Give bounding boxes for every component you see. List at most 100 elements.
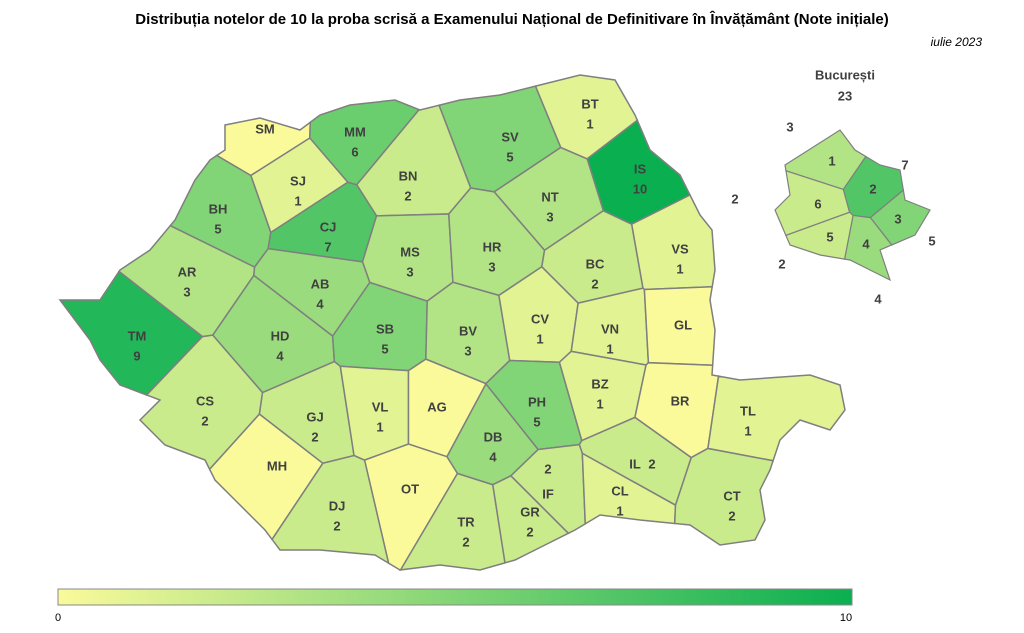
subtitle: iulie 2023	[931, 35, 983, 49]
sector-value: 3	[786, 119, 793, 134]
county	[58, 270, 204, 396]
county-value: 1	[536, 331, 543, 346]
sector-value: 4	[874, 291, 882, 306]
county-code: IL	[629, 456, 641, 471]
sector-number: 3	[894, 211, 901, 226]
county-code: TM	[128, 328, 147, 343]
county-code: CJ	[320, 219, 337, 234]
title: Distribuția notelor de 10 la proba scris…	[135, 10, 889, 28]
county	[509, 443, 587, 535]
county-code: VS	[671, 241, 689, 256]
sector-number: 6	[814, 196, 821, 211]
county-code: HR	[483, 239, 502, 254]
sector-value: 2	[731, 191, 738, 206]
county	[271, 454, 390, 565]
county-code: BV	[459, 323, 477, 338]
county-value: 5	[214, 221, 221, 236]
bucuresti-label: București	[815, 67, 875, 82]
county-value: 1	[676, 261, 683, 276]
county-code: HD	[271, 328, 290, 343]
county-value: 3	[406, 264, 413, 279]
county-code: BR	[671, 393, 690, 408]
county-code: CT	[723, 488, 740, 503]
county-code: GL	[674, 317, 692, 332]
county-value: 2	[526, 524, 533, 539]
county-value: 2	[728, 508, 735, 523]
county-code: MH	[267, 458, 287, 473]
sector-number: 5	[826, 229, 833, 244]
county-value: 7	[324, 239, 331, 254]
county-value: 1	[596, 396, 603, 411]
county-code: MM	[344, 124, 366, 139]
county-code: SM	[255, 121, 275, 136]
county-value: 10	[633, 181, 647, 196]
county-code: BN	[399, 168, 418, 183]
county-value: 3	[546, 209, 553, 224]
county-value: 2	[333, 518, 340, 533]
county	[673, 447, 775, 546]
county-code: GR	[520, 504, 540, 519]
county-code: DJ	[329, 498, 346, 513]
sector-number: 4	[862, 236, 870, 251]
county-code: SB	[376, 321, 394, 336]
county	[363, 443, 459, 571]
county-value: 1	[586, 116, 593, 131]
bucuresti-total: 23	[838, 88, 852, 103]
legend-max: 10	[840, 612, 852, 624]
county	[707, 374, 846, 462]
county-value: 4	[276, 348, 284, 363]
county-value: 9	[133, 348, 140, 363]
county-value: 2	[201, 413, 208, 428]
county-value: 3	[183, 284, 190, 299]
county-code: OT	[401, 481, 419, 496]
county-code: TR	[457, 514, 475, 529]
legend-bar	[57, 588, 853, 606]
county-value: 2	[311, 429, 318, 444]
county-code: AB	[311, 276, 330, 291]
county-value: 1	[616, 503, 623, 518]
county-code: TL	[740, 403, 756, 418]
county-value: 2	[648, 456, 655, 471]
sector	[774, 169, 851, 237]
sector-number: 1	[828, 153, 835, 168]
county-code: CL	[611, 483, 628, 498]
county-value: 1	[376, 419, 383, 434]
county-code: IF	[542, 486, 554, 501]
county-code: SJ	[290, 173, 306, 188]
county-value: 2	[591, 276, 598, 291]
county-value: 3	[464, 343, 471, 358]
county-value: 1	[744, 423, 751, 438]
county-code: NT	[541, 189, 558, 204]
county-value: 2	[462, 534, 469, 549]
county-code: AR	[178, 264, 197, 279]
county-code: BC	[586, 256, 605, 271]
county-value: 5	[506, 149, 513, 164]
sector-value: 7	[901, 157, 908, 172]
county	[208, 413, 324, 541]
county-code: MS	[400, 244, 420, 259]
legend-min: 0	[55, 612, 61, 624]
county-code: BZ	[591, 376, 608, 391]
county-code: DB	[484, 429, 503, 444]
county-value: 5	[533, 414, 540, 429]
sector-number: 2	[869, 181, 876, 196]
county-value: 4	[489, 449, 497, 464]
sector	[843, 214, 893, 282]
county-value: 3	[488, 259, 495, 274]
county-code: VL	[372, 399, 389, 414]
county-code: IS	[634, 161, 647, 176]
county-value: 5	[381, 341, 388, 356]
county-value: 6	[351, 144, 358, 159]
county-code: CS	[196, 393, 214, 408]
county-value: 2	[544, 461, 551, 476]
sector-value: 5	[928, 233, 935, 248]
county-code: AG	[427, 399, 447, 414]
county-code: VN	[601, 321, 619, 336]
county-value: 1	[294, 193, 301, 208]
county-code: BT	[581, 96, 598, 111]
county-code: CV	[531, 311, 549, 326]
county-code: BH	[209, 201, 228, 216]
county	[491, 474, 570, 564]
county-code: GJ	[306, 409, 323, 424]
